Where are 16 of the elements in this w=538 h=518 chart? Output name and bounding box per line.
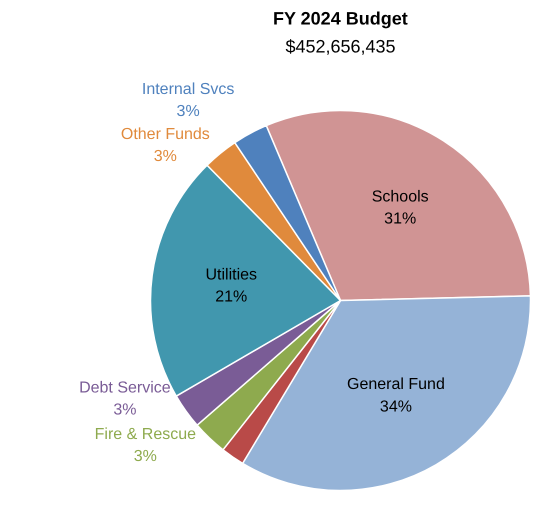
data-label: 21% [215,288,248,306]
data-label: 3% [154,148,177,166]
slice-label: General Fund [347,376,445,394]
data-label: 3% [134,448,157,465]
chart-title: FY 2024 Budget [272,8,408,28]
slice-label: Other Funds [120,126,210,143]
slice-label: Debt Service [79,379,171,396]
chart-subtitle: $452,656,435 [285,36,396,56]
data-label: 31% [384,210,416,228]
data-label: 34% [380,398,412,416]
data-label: 3% [113,401,136,418]
slice-label: Internal Svcs [142,81,234,98]
data-label: 3% [176,103,200,120]
slice-label: Fire & Rescue [94,426,196,443]
slice-label: Schools [372,188,429,206]
slice-label: Utilities [205,266,258,284]
